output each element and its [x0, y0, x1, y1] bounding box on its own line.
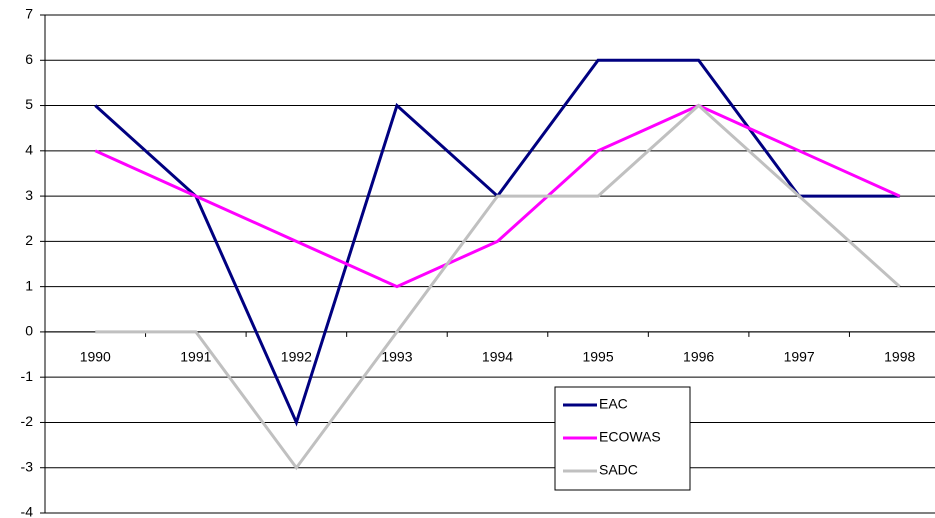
x-tick-label: 1998: [884, 349, 915, 365]
y-tick-label: 2: [25, 232, 33, 248]
x-tick-label: 1990: [80, 349, 111, 365]
line-series: [95, 103, 901, 471]
x-tick-label: 1995: [582, 349, 613, 365]
x-tick-label: 1996: [683, 349, 714, 365]
legend-label: SADC: [599, 462, 638, 478]
legend-label: ECOWAS: [599, 429, 661, 445]
y-tick-label: 6: [25, 51, 33, 67]
x-tick-label: 1993: [381, 349, 412, 365]
y-tick-label: 5: [25, 96, 33, 112]
y-tick-label: 1: [25, 277, 33, 293]
x-tick-label: 1997: [784, 349, 815, 365]
x-tick-label: 1994: [482, 349, 513, 365]
y-tick-label: 7: [25, 6, 33, 22]
y-tick-label: -3: [21, 458, 34, 474]
y-tick-label: -1: [21, 368, 34, 384]
y-tick-label: -4: [21, 504, 34, 518]
y-tick-label: 0: [25, 323, 33, 339]
x-tick-label: 1991: [180, 349, 211, 365]
y-tick-label: -2: [21, 413, 34, 429]
x-tick-label: 1992: [281, 349, 312, 365]
y-tick-label: 4: [25, 142, 33, 158]
y-tick-label: 3: [25, 187, 33, 203]
legend-label: EAC: [599, 396, 628, 412]
line-series: [94, 103, 901, 289]
